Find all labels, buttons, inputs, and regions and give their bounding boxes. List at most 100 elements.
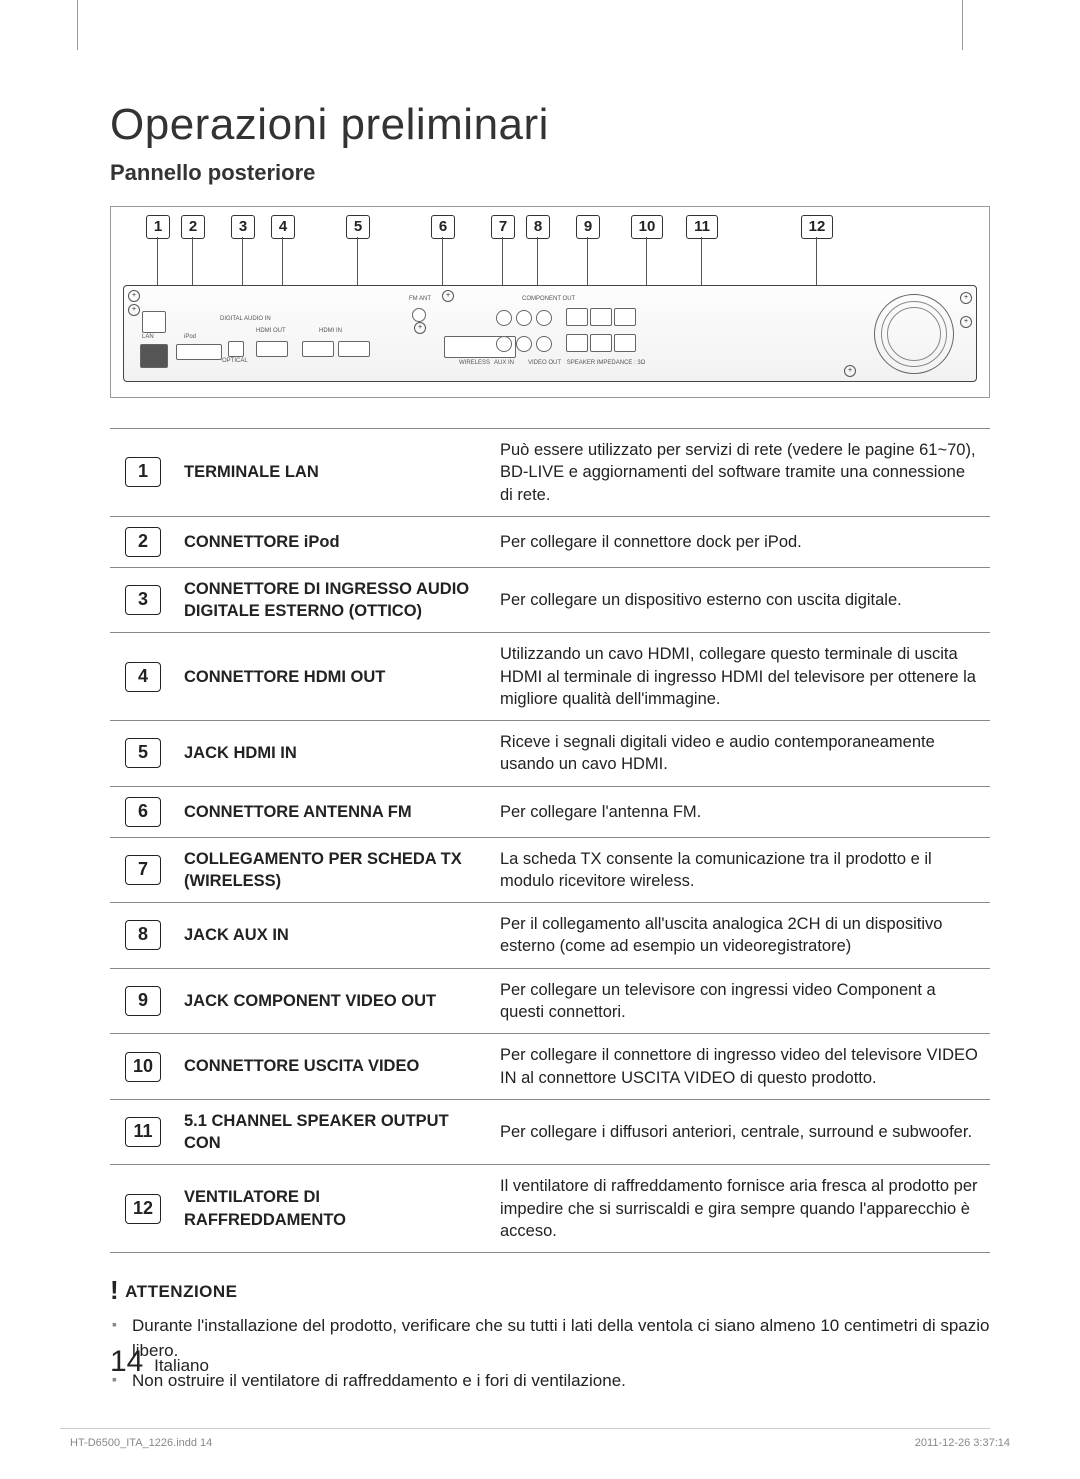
port-label: AUX IN (494, 360, 514, 366)
row-number-box: 5 (125, 738, 161, 768)
row-number-cell: 4 (110, 633, 176, 721)
row-number-cell: 9 (110, 968, 176, 1034)
screw-icon: + (960, 316, 972, 328)
port-label: SPEAKER IMPEDANCE : 3Ω (566, 360, 646, 366)
screw-icon: + (414, 322, 426, 334)
port-rca (516, 310, 532, 326)
callout-box: 3 (231, 215, 255, 239)
callout-box: 11 (686, 215, 718, 239)
port-label: DIGITAL AUDIO IN (220, 316, 260, 322)
row-description: Per il collegamento all'uscita analogica… (492, 903, 990, 969)
callout-leader (157, 237, 158, 287)
table-row: 1TERMINALE LANPuò essere utilizzato per … (110, 429, 990, 517)
port-rca (536, 336, 552, 352)
row-term: CONNETTORE USCITA VIDEO (176, 1034, 492, 1100)
row-number-box: 7 (125, 855, 161, 885)
port-rca (516, 336, 532, 352)
row-number-box: 6 (125, 797, 161, 827)
port-speaker (614, 334, 636, 352)
callout-box: 1 (146, 215, 170, 239)
row-number-box: 12 (125, 1194, 161, 1224)
callout-box: 7 (491, 215, 515, 239)
crop-mark-top-left (55, 0, 78, 50)
port-rca (496, 310, 512, 326)
table-row: 11 5.1 CHANNEL SPEAKER OUTPUT CONPer coll… (110, 1099, 990, 1165)
row-term: 5.1 CHANNEL SPEAKER OUTPUT CON (176, 1099, 492, 1165)
port-hdmi-in-2 (338, 341, 370, 357)
table-row: 6CONNETTORE ANTENNA FMPer collegare l'an… (110, 786, 990, 837)
port-rca (536, 310, 552, 326)
row-number-box: 2 (125, 527, 161, 557)
row-number-cell: 11 (110, 1099, 176, 1165)
attention-block: !ATTENZIONE Durante l'installazione del … (110, 1275, 990, 1394)
row-description: Riceve i segnali digitali video e audio … (492, 721, 990, 787)
table-row: 5 JACK HDMI INRiceve i segnali digitali v… (110, 721, 990, 787)
callout-box: 6 (431, 215, 455, 239)
table-row: 3CONNETTORE DI INGRESSO AUDIO DIGITALE E… (110, 567, 990, 633)
port-lan-base (140, 344, 168, 368)
print-timestamp: 2011-12-26 3:37:14 (915, 1437, 1010, 1449)
callout-leader (442, 237, 443, 287)
callout-leader (646, 237, 647, 287)
port-label: VIDEO OUT (528, 360, 561, 366)
callout-leader (537, 237, 538, 287)
row-number-box: 8 (125, 920, 161, 950)
callout-box: 9 (576, 215, 600, 239)
row-term: VENTILATORE DI RAFFREDDAMENTO (176, 1165, 492, 1253)
print-file: HT-D6500_ITA_1226.indd 14 (70, 1437, 212, 1449)
attention-item: Durante l'installazione del prodotto, ve… (110, 1314, 990, 1363)
table-row: 4 CONNETTORE HDMI OUTUtilizzando un cavo … (110, 633, 990, 721)
row-description: Per collegare un dispositivo esterno con… (492, 567, 990, 633)
attention-title: !ATTENZIONE (110, 1275, 990, 1306)
port-rca (496, 336, 512, 352)
row-term: JACK HDMI IN (176, 721, 492, 787)
row-number-cell: 1 (110, 429, 176, 517)
row-description: Per collegare i diffusori anteriori, cen… (492, 1099, 990, 1165)
device-chassis: + + + + + + + LAN iPod DIGITAL AUDIO IN … (123, 285, 977, 382)
row-number-box: 9 (125, 986, 161, 1016)
callout-box: 5 (346, 215, 370, 239)
row-description: Per collegare l'antenna FM. (492, 786, 990, 837)
port-speaker (590, 308, 612, 326)
callout-box: 4 (271, 215, 295, 239)
rear-panel-diagram: 123456789101112 + + + + + + + LAN iPod D… (110, 206, 990, 398)
row-number-box: 11 (125, 1117, 161, 1147)
row-term: CONNETTORE HDMI OUT (176, 633, 492, 721)
table-row: 12VENTILATORE DI RAFFREDDAMENTOIl ventil… (110, 1165, 990, 1253)
row-number-box: 4 (125, 662, 161, 692)
callout-leader (502, 237, 503, 287)
manual-page: Operazioni preliminari Pannello posterio… (0, 0, 1080, 1479)
attention-label: ATTENZIONE (125, 1282, 237, 1301)
row-number-cell: 12 (110, 1165, 176, 1253)
port-hdmi-in-1 (302, 341, 334, 357)
port-hdmi-out (256, 341, 288, 357)
callout-leader (192, 237, 193, 287)
port-ipod (176, 344, 222, 360)
row-number-cell: 8 (110, 903, 176, 969)
callout-box: 12 (801, 215, 833, 239)
row-description: Per collegare il connettore di ingresso … (492, 1034, 990, 1100)
screw-icon: + (960, 292, 972, 304)
callout-leader (282, 237, 283, 287)
port-optical (228, 341, 244, 357)
port-label: OPTICAL (222, 358, 248, 364)
footer-hairline (60, 1428, 990, 1429)
page-number: 14 (110, 1345, 143, 1378)
callout-leader (701, 237, 702, 287)
callout-leader (242, 237, 243, 287)
row-description: Utilizzando un cavo HDMI, collegare ques… (492, 633, 990, 721)
screw-icon: + (442, 290, 454, 302)
row-number-cell: 5 (110, 721, 176, 787)
language-label: Italiano (154, 1356, 209, 1375)
table-row: 8JACK AUX INPer il collegamento all'usci… (110, 903, 990, 969)
port-label: LAN (142, 334, 154, 340)
section-title: Operazioni preliminari (110, 100, 990, 150)
crop-mark-top-right (962, 0, 985, 50)
row-description: Per collegare un televisore con ingressi… (492, 968, 990, 1034)
cooling-fan-icon (874, 294, 954, 374)
table-row: 9JACK COMPONENT VIDEO OUTPer collegare u… (110, 968, 990, 1034)
row-term: CONNETTORE DI INGRESSO AUDIO DIGITALE ES… (176, 567, 492, 633)
page-footer: 14 Italiano (110, 1345, 209, 1379)
screw-icon: + (128, 290, 140, 302)
port-speaker (566, 308, 588, 326)
